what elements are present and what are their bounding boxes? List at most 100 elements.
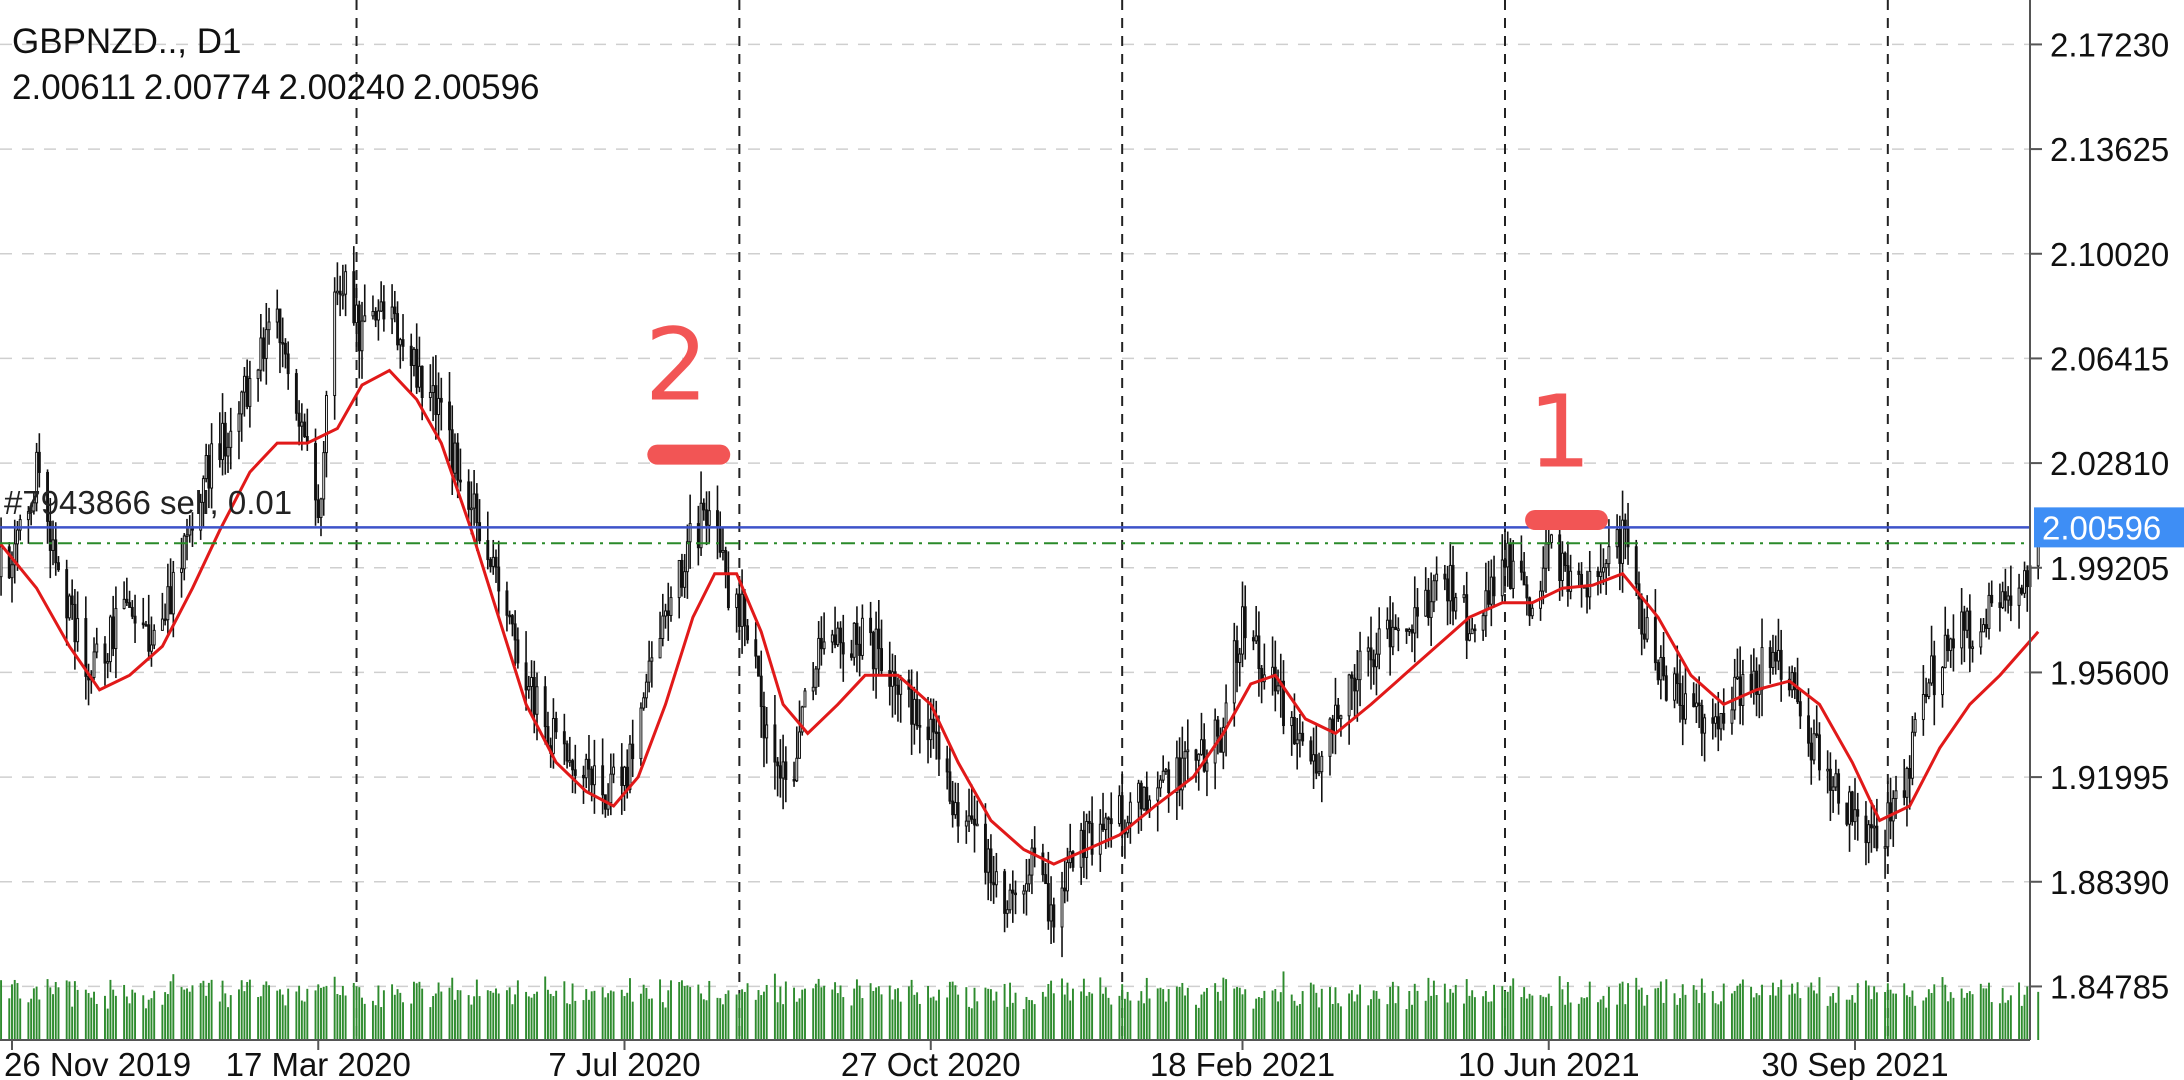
volume-bar (2023, 994, 2026, 1040)
candle-body (467, 481, 471, 510)
candle-body (568, 760, 572, 763)
candle-body (35, 451, 39, 504)
volume-bar (1252, 1008, 1255, 1040)
volume-bar (984, 987, 987, 1040)
candle-body (896, 684, 900, 695)
volume-bar (361, 997, 363, 1040)
candle-body (1560, 552, 1564, 582)
candle-body (814, 668, 818, 688)
volume-bar (1350, 990, 1353, 1040)
volume-bar (492, 992, 495, 1040)
volume-bar (976, 1001, 979, 1040)
high-value: 2.00774 (143, 68, 271, 107)
candle-body (1831, 786, 1835, 791)
candle-body (819, 637, 823, 650)
volume-bar (1411, 1004, 1413, 1040)
candle-body (620, 766, 624, 786)
candle-body (456, 442, 460, 481)
volume-bar (1845, 999, 1848, 1040)
volume-bar (1703, 992, 1706, 1040)
volume-bar (320, 987, 322, 1040)
volume-bar (782, 1004, 785, 1040)
volume-bar (1353, 1001, 1356, 1040)
volume-bar (574, 1000, 577, 1040)
candle-body (1243, 606, 1247, 639)
candle-body (1145, 786, 1149, 812)
volume-bar (1315, 992, 1318, 1040)
candle-body (1292, 716, 1296, 745)
candle-body (869, 617, 873, 634)
candle-body (1962, 611, 1966, 631)
candle-body (1867, 824, 1871, 844)
volume-bar (169, 981, 172, 1040)
candle-body (934, 731, 938, 734)
moving-average-line (0, 368, 2040, 866)
candle-body (376, 310, 380, 321)
candle-body (587, 758, 591, 770)
volume-bar (227, 1007, 229, 1040)
candle-body (489, 559, 492, 567)
volume-bar (514, 994, 517, 1040)
candle-body (7, 546, 11, 579)
volume-bar (1774, 995, 1777, 1040)
volume-bar (2007, 1000, 2010, 1040)
volume-bar (1156, 988, 1159, 1040)
volume-bar (93, 991, 95, 1040)
candle-body (1202, 739, 1206, 772)
volume-bar (454, 999, 456, 1040)
volume-bar (166, 994, 169, 1040)
volume-bar (1889, 989, 1892, 1040)
volume-bar (1793, 993, 1796, 1040)
volume-bar (16, 983, 19, 1040)
volume-bar (1627, 983, 1629, 1040)
candle-body (746, 625, 750, 641)
candle-body (964, 820, 968, 827)
candle-body (1033, 847, 1037, 854)
volume-bar (1966, 992, 1969, 1040)
volume-bar (1375, 990, 1378, 1040)
volume-bar (191, 985, 194, 1040)
candle-body (13, 543, 17, 566)
candle-body (1932, 655, 1936, 696)
volume-bar (1875, 992, 1878, 1040)
candle-body (357, 304, 361, 352)
volume-bar (1561, 989, 1564, 1040)
order-line-label[interactable]: #7943866 sell, 0.01 (4, 484, 293, 521)
volume-bar (1099, 977, 1102, 1040)
volume-bar (1925, 997, 1928, 1040)
candle-body (1607, 546, 1611, 565)
volume-bar (265, 981, 268, 1040)
candle-body (932, 718, 935, 733)
volume-bar (333, 976, 336, 1040)
candle-body (1107, 817, 1110, 820)
candle-body (1314, 754, 1318, 774)
volume-bar (374, 1005, 377, 1040)
volume-bar (1739, 983, 1742, 1040)
volume-bar (549, 993, 552, 1040)
candle-body (133, 615, 137, 624)
volume-bar (1780, 979, 1783, 1040)
volume-bar (1372, 990, 1375, 1040)
y-tick-label: 1.91995 (2050, 759, 2169, 796)
candle-body (437, 397, 441, 416)
candle-body (1298, 732, 1302, 741)
volume-bar (1646, 994, 1649, 1040)
volume-bar (700, 993, 703, 1040)
candle-body (516, 639, 520, 664)
candle-body (1714, 716, 1718, 724)
candle-body (303, 421, 307, 438)
volume-bar (1222, 977, 1225, 1040)
volume-bar (339, 995, 342, 1040)
volume-bar (1807, 987, 1810, 1040)
candle-body (1779, 649, 1783, 680)
candle-body (803, 690, 807, 708)
candle-body (1905, 767, 1909, 798)
volume-bar (1545, 997, 1547, 1040)
candle-body (1350, 674, 1354, 679)
candle-body (256, 369, 260, 380)
volume-bar (1730, 993, 1733, 1040)
volume-bar (114, 995, 117, 1040)
candle-body (1749, 673, 1753, 693)
volume-bar (1512, 978, 1515, 1040)
